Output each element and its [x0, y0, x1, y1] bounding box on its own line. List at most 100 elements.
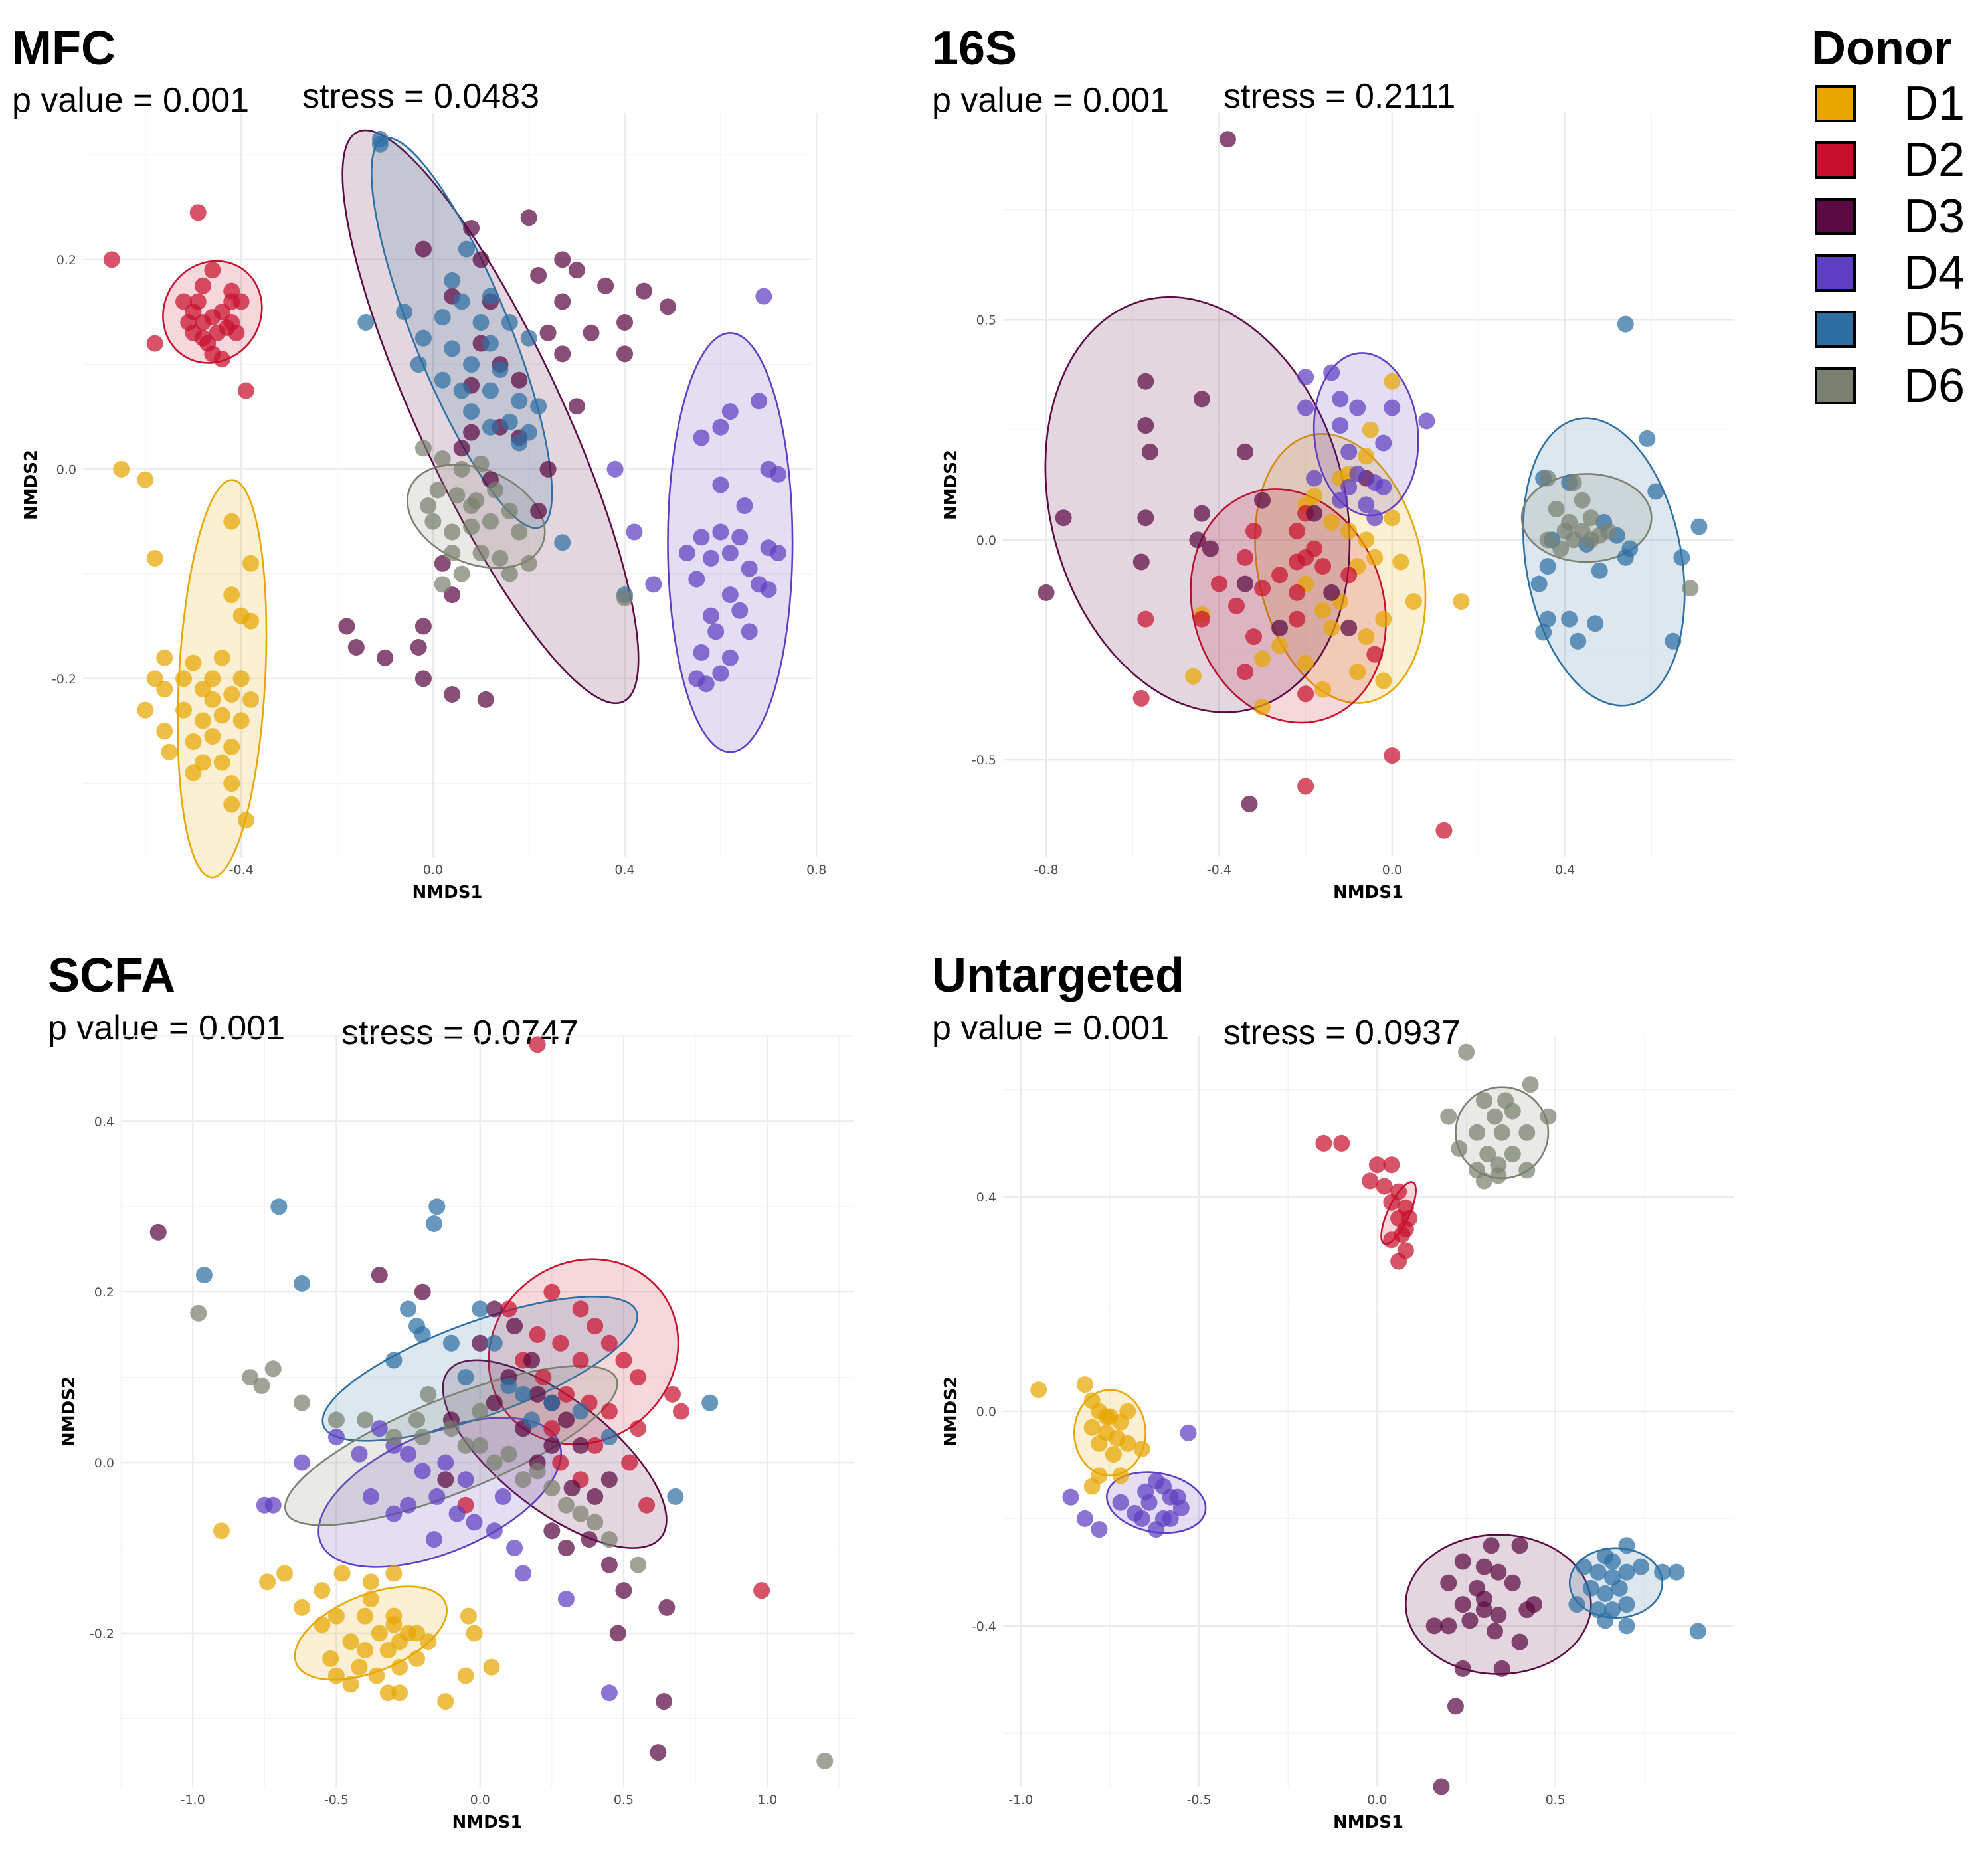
point-d3: [437, 1471, 454, 1488]
point-d1: [294, 1599, 311, 1616]
point-d4: [400, 1496, 417, 1514]
legend-label-d5: D5: [1904, 303, 1965, 356]
point-d3: [338, 618, 355, 635]
point-d6: [1518, 1162, 1536, 1179]
points-untargeted: [1030, 1043, 1706, 1795]
point-d1: [362, 1573, 379, 1591]
point-d3: [568, 398, 585, 415]
point-d6: [501, 565, 518, 582]
point-d2: [638, 1496, 656, 1514]
point-d2: [535, 1369, 552, 1386]
point-d4: [693, 429, 710, 446]
point-d1: [242, 612, 260, 630]
point-d2: [194, 277, 211, 294]
point-d1: [223, 513, 240, 530]
point-d5: [501, 413, 518, 430]
point-d5: [1530, 575, 1548, 592]
point-d5: [486, 1334, 503, 1352]
point-d1: [213, 649, 230, 666]
point-d5: [520, 329, 537, 347]
ticks-untargeted: -1.0 -0.5 0.0 0.5 -0.4 0.0 0.4: [972, 1190, 1566, 1807]
point-d4: [751, 393, 768, 410]
y-tick-label: 0.2: [56, 253, 76, 268]
point-d5: [701, 1394, 719, 1411]
point-d4: [400, 1445, 417, 1463]
point-d1: [1362, 421, 1379, 438]
point-d2: [1366, 646, 1384, 663]
point-d6: [515, 1471, 532, 1488]
point-d6: [1574, 491, 1591, 509]
point-d6: [1552, 540, 1570, 557]
point-d1: [161, 743, 178, 760]
point-d5: [482, 288, 499, 305]
p-value-scfa: p value = 0.001: [48, 1009, 285, 1047]
point-d5: [1618, 1617, 1635, 1635]
point-d3: [543, 1522, 561, 1540]
point-d4: [414, 1463, 431, 1480]
point-d4: [760, 581, 777, 598]
point-d3: [539, 324, 557, 341]
point-d1: [113, 460, 130, 478]
point-d2: [1245, 523, 1263, 540]
legend-swatch-d6: [1815, 367, 1856, 404]
point-d4: [600, 1684, 618, 1702]
ellipse-d2: [1190, 488, 1387, 724]
point-d1: [1076, 1376, 1093, 1393]
point-d5: [1647, 483, 1665, 500]
point-d2: [1289, 523, 1306, 540]
point-d1: [420, 1633, 437, 1650]
y-tick-label: 0.4: [94, 1114, 114, 1129]
x-tick-label: 0.0: [1382, 863, 1402, 877]
point-d2: [529, 1326, 546, 1343]
point-d4: [645, 576, 662, 593]
x-tick-label: 0.0: [1367, 1793, 1387, 1807]
y-tick-label: 0.0: [94, 1456, 114, 1470]
point-d1: [1271, 637, 1289, 654]
point-d6: [414, 1429, 431, 1446]
stress-16s: stress = 0.2111: [1223, 77, 1455, 116]
point-d3: [1141, 443, 1158, 460]
point-d3: [1254, 491, 1271, 509]
point-d5: [492, 361, 509, 378]
point-d2: [237, 382, 254, 399]
point-d3: [1504, 1574, 1521, 1591]
point-d5: [482, 418, 499, 436]
point-d3: [587, 1488, 604, 1505]
point-d3: [1219, 131, 1236, 148]
point-d3: [609, 1625, 626, 1642]
point-d5: [1618, 1537, 1635, 1554]
point-d4: [1358, 496, 1375, 513]
point-d4: [707, 623, 725, 640]
point-d5: [472, 313, 490, 331]
point-d3: [635, 282, 652, 300]
point-d1: [185, 654, 202, 671]
point-d2: [1362, 1172, 1379, 1190]
point-d4: [688, 571, 705, 588]
point-d6: [1475, 1172, 1492, 1190]
point-d2: [600, 1334, 618, 1352]
point-d4: [678, 545, 695, 562]
point-d1: [333, 1565, 351, 1582]
point-d1: [391, 1684, 408, 1702]
point-d6: [1561, 513, 1578, 531]
point-d5: [294, 1275, 311, 1292]
point-d3: [523, 1352, 541, 1369]
point-d2: [1314, 558, 1332, 575]
point-d5: [1570, 632, 1587, 650]
point-d1: [1358, 628, 1375, 646]
point-d6: [448, 487, 466, 504]
ellipse-d5: [1522, 417, 1686, 707]
point-d3: [1511, 1537, 1528, 1554]
point-d3: [444, 685, 461, 703]
point-d1: [1453, 593, 1470, 610]
point-d4: [371, 1420, 388, 1437]
point-d3: [530, 267, 547, 284]
point-d1: [322, 1650, 339, 1667]
point-d6: [1539, 470, 1556, 487]
point-d3: [410, 639, 427, 656]
point-d4: [769, 466, 786, 483]
point-d1: [213, 754, 230, 771]
point-d5: [457, 1369, 474, 1386]
